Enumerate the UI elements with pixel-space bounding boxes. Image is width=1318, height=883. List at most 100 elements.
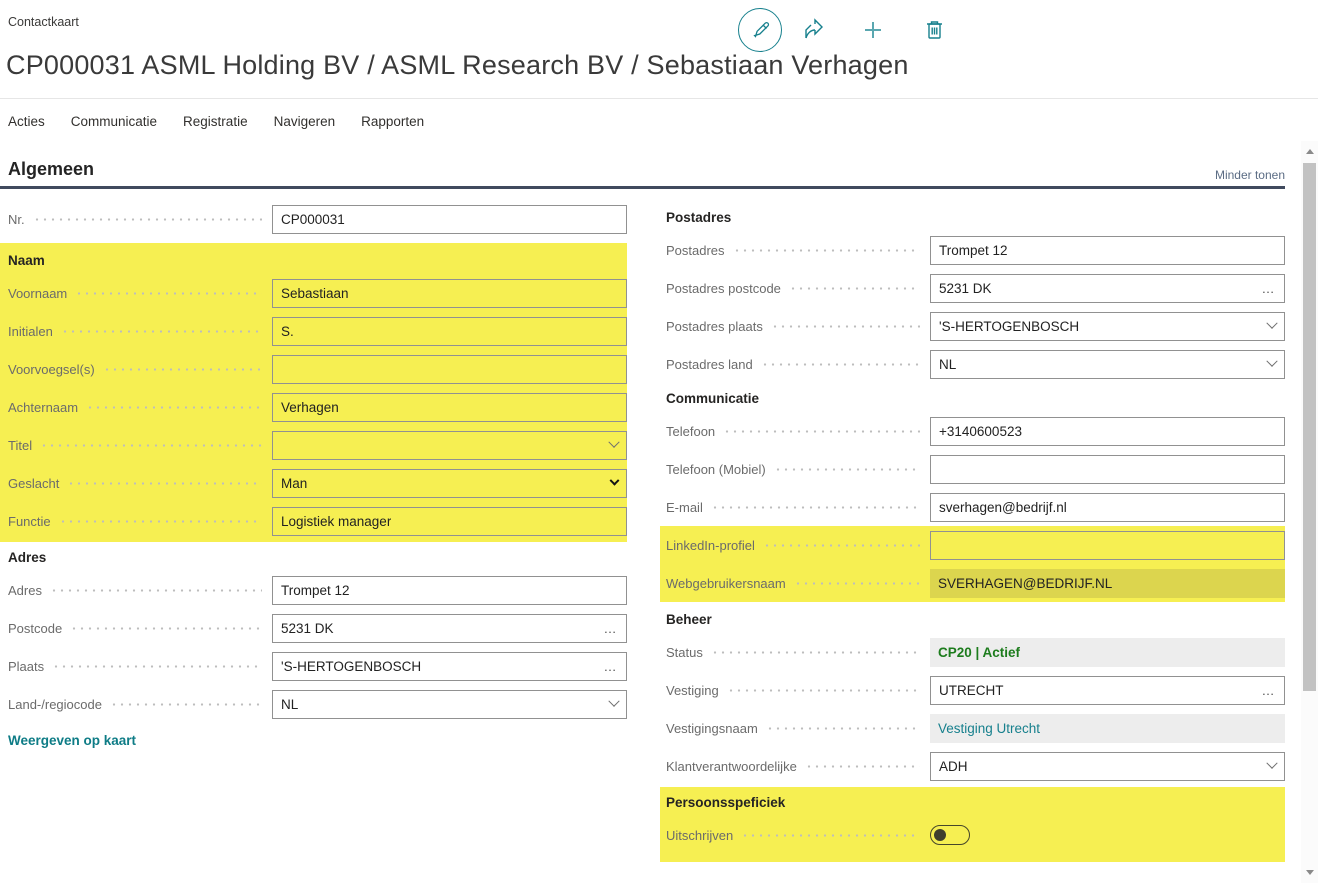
- land-value: NL: [281, 696, 299, 712]
- dotted-leader: [75, 291, 262, 295]
- field-postadres-postcode: Postadres postcode 5231 DK: [660, 269, 1285, 307]
- menu-rapporten[interactable]: Rapporten: [361, 114, 425, 129]
- share-button[interactable]: [802, 18, 826, 42]
- dotted-leader: [793, 581, 920, 585]
- chevron-down-icon[interactable]: [1266, 757, 1278, 770]
- scroll-up-arrow-icon[interactable]: [1301, 143, 1318, 160]
- telefoon-mobiel-input[interactable]: [930, 454, 1285, 484]
- postadres-plaats-value: 'S-HERTOGENBOSCH: [939, 318, 1080, 334]
- uitschrijven-control: [930, 821, 1285, 850]
- menu-registratie[interactable]: Registratie: [183, 114, 248, 129]
- delete-button[interactable]: [924, 19, 945, 41]
- field-uitschrijven: Uitschrijven: [660, 816, 1285, 854]
- show-less-link[interactable]: Minder tonen: [1214, 168, 1285, 182]
- telefoon-input[interactable]: +3140600523: [930, 416, 1285, 446]
- dotted-leader: [40, 443, 262, 447]
- edit-icon: [749, 19, 771, 41]
- telefoon-mobiel-label: Telefoon (Mobiel): [666, 461, 766, 477]
- status-badge: CP20 | Actief: [938, 644, 1021, 660]
- titel-dropdown[interactable]: [272, 430, 627, 460]
- field-geslacht: Geslacht Man: [0, 464, 627, 502]
- lookup-ellipsis-icon[interactable]: [1262, 282, 1277, 295]
- voorvoegsel-label: Voorvoegsel(s): [8, 361, 95, 377]
- email-input[interactable]: sverhagen@bedrijf.nl: [930, 492, 1285, 522]
- share-icon: [802, 18, 826, 42]
- postadres-postcode-input[interactable]: 5231 DK: [930, 273, 1285, 303]
- toggle-knob: [934, 828, 946, 841]
- menu-acties[interactable]: Acties: [8, 114, 45, 129]
- field-postadres: Postadres Trompet 12: [660, 231, 1285, 269]
- plaats-value: 'S-HERTOGENBOSCH: [281, 658, 422, 674]
- chevron-down-icon[interactable]: [608, 695, 620, 708]
- titel-label: Titel: [8, 437, 33, 453]
- page-title: CP000031 ASML Holding BV / ASML Research…: [6, 50, 909, 80]
- postcode-input[interactable]: 5231 DK: [272, 613, 627, 643]
- field-linkedin: LinkedIn-profiel: [660, 526, 1285, 564]
- field-vestiging: Vestiging UTRECHT: [660, 671, 1285, 709]
- chevron-down-icon[interactable]: [1266, 355, 1278, 368]
- klantverantwoordelijke-value: ADH: [939, 758, 968, 774]
- scroll-down-arrow-icon[interactable]: [1301, 864, 1318, 881]
- dotted-leader: [732, 248, 920, 252]
- section-underline: [0, 186, 1285, 189]
- show-on-map-link[interactable]: Weergeven op kaart: [8, 733, 137, 748]
- add-button[interactable]: [862, 19, 884, 41]
- postadres-plaats-dropdown[interactable]: 'S-HERTOGENBOSCH: [930, 311, 1285, 341]
- postadres-input[interactable]: Trompet 12: [930, 235, 1285, 265]
- chevron-down-icon[interactable]: [609, 475, 620, 487]
- field-initialen: Initialen S.: [0, 312, 627, 350]
- initialen-input[interactable]: S.: [272, 316, 627, 346]
- menu-navigeren[interactable]: Navigeren: [273, 114, 336, 129]
- section-title-algemeen[interactable]: Algemeen: [8, 159, 95, 179]
- group-header-adres: Adres: [8, 550, 47, 565]
- group-header-communicatie: Communicatie: [666, 391, 760, 406]
- vestiging-input[interactable]: UTRECHT: [930, 675, 1285, 705]
- klantverantwoordelijke-label: Klantverantwoordelijke: [666, 758, 797, 774]
- chevron-down-icon[interactable]: [1266, 317, 1278, 330]
- lookup-ellipsis-icon[interactable]: [604, 622, 619, 635]
- vestigingsnaam-link[interactable]: Vestiging Utrecht: [938, 720, 1041, 736]
- land-dropdown[interactable]: NL: [272, 689, 627, 719]
- dotted-leader: [109, 702, 262, 706]
- adres-input[interactable]: Trompet 12: [272, 575, 627, 605]
- highlight-naam-group: Naam Voornaam Sebastiaan Initialen S. Vo…: [0, 243, 627, 542]
- field-klantverantwoordelijke: Klantverantwoordelijke ADH: [660, 747, 1285, 785]
- title-divider: [0, 98, 1318, 99]
- klantverantwoordelijke-dropdown[interactable]: ADH: [930, 751, 1285, 781]
- dotted-leader: [788, 286, 920, 290]
- achternaam-label: Achternaam: [8, 399, 79, 415]
- vertical-scrollbar[interactable]: [1301, 141, 1318, 883]
- field-adres: Adres Trompet 12: [0, 571, 627, 609]
- dotted-leader: [102, 367, 262, 371]
- field-land-regiocode: Land-/regiocode NL: [0, 685, 627, 723]
- menu-communicatie[interactable]: Communicatie: [70, 114, 158, 129]
- functie-value: Logistiek manager: [281, 513, 392, 529]
- dotted-leader: [762, 543, 920, 547]
- voorvoegsel-input[interactable]: [272, 354, 627, 384]
- postcode-value: 5231 DK: [281, 620, 334, 636]
- dotted-leader: [67, 481, 262, 485]
- postadres-land-dropdown[interactable]: NL: [930, 349, 1285, 379]
- voornaam-input[interactable]: Sebastiaan: [272, 278, 627, 308]
- plaats-input[interactable]: 'S-HERTOGENBOSCH: [272, 651, 627, 681]
- linkedin-input[interactable]: [930, 530, 1285, 560]
- scrollbar-thumb[interactable]: [1303, 163, 1316, 691]
- nr-input[interactable]: CP000031: [272, 204, 627, 234]
- functie-input[interactable]: Logistiek manager: [272, 506, 627, 536]
- geslacht-value: Man: [281, 475, 308, 491]
- geslacht-select[interactable]: Man: [272, 468, 627, 498]
- edit-button[interactable]: [738, 8, 782, 52]
- dotted-leader: [52, 664, 262, 668]
- action-menubar: Acties Communicatie Registratie Navigere…: [8, 114, 424, 129]
- lookup-ellipsis-icon[interactable]: [604, 660, 619, 673]
- initialen-label: Initialen: [8, 323, 53, 339]
- field-postadres-plaats: Postadres plaats 'S-HERTOGENBOSCH: [660, 307, 1285, 345]
- chevron-down-icon[interactable]: [608, 436, 620, 449]
- field-telefoon: Telefoon +3140600523: [660, 412, 1285, 450]
- achternaam-input[interactable]: Verhagen: [272, 392, 627, 422]
- uitschrijven-toggle[interactable]: [930, 825, 970, 845]
- postadres-postcode-label: Postadres postcode: [666, 280, 781, 296]
- field-titel: Titel: [0, 426, 627, 464]
- lookup-ellipsis-icon[interactable]: [1262, 684, 1277, 697]
- postadres-land-label: Postadres land: [666, 356, 753, 372]
